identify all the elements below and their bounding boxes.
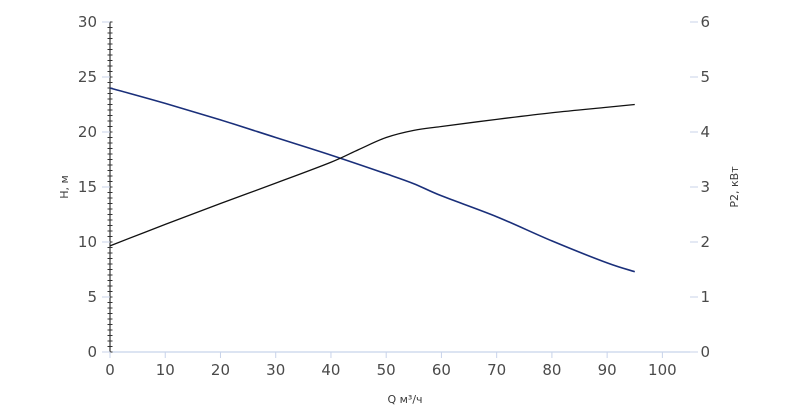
head-curve-line	[109, 87, 636, 273]
x-tick-label: 30	[266, 361, 285, 379]
x-tick-label: 40	[321, 361, 340, 379]
x-tick-labels: 0 10 20 30 40 50 60 70 80 90 100	[105, 361, 676, 379]
y-left-tick-label: 20	[78, 123, 97, 141]
y-left-tick-label: 5	[87, 288, 97, 306]
y-left-tick-labels: 0 5 10 15 20 25 30	[78, 13, 97, 361]
x-tick-label: 50	[377, 361, 396, 379]
x-tick-label: 10	[156, 361, 175, 379]
x-tick-label: 70	[487, 361, 506, 379]
y-right-tick-labels: 0 1 2 3 4 5 6	[700, 13, 710, 361]
y-left-tick-label: 15	[78, 178, 97, 196]
x-tick-label: 0	[105, 361, 115, 379]
y-left-tick-label: 25	[78, 68, 97, 86]
curves	[109, 87, 636, 273]
y-right-tick-label: 5	[700, 68, 710, 86]
y-right-axis-title: P2, кВт	[728, 166, 741, 208]
y-right-tick-label: 1	[700, 288, 710, 306]
y-right-tick-label: 4	[700, 123, 710, 141]
x-tick-label: 60	[432, 361, 451, 379]
y-left-tick-label: 30	[78, 13, 97, 31]
axes	[102, 21, 698, 358]
y-right-tick-label: 3	[700, 178, 710, 196]
y-right-tick-label: 0	[700, 343, 710, 361]
y-right-tick-label: 2	[700, 233, 710, 251]
x-tick-label: 90	[598, 361, 617, 379]
x-tick-label: 80	[542, 361, 561, 379]
y-right-tick-label: 6	[700, 13, 710, 31]
y-left-axis-title: H, м	[58, 175, 71, 199]
y-left-tick-label: 10	[78, 233, 97, 251]
x-axis-title: Q м³/ч	[387, 393, 422, 406]
power-curve-line	[109, 103, 635, 247]
x-tick-label: 100	[648, 361, 677, 379]
x-tick-label: 20	[211, 361, 230, 379]
y-left-tick-label: 0	[87, 343, 97, 361]
